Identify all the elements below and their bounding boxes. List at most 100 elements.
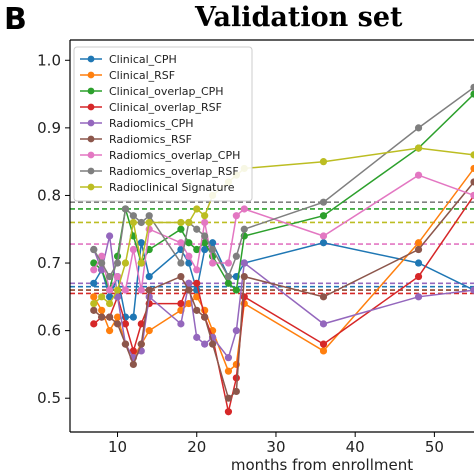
data-point-8-1	[98, 293, 106, 301]
data-point-2-11	[201, 239, 209, 247]
data-point-7-14	[232, 252, 240, 260]
data-point-1-18	[470, 164, 474, 173]
data-point-8-8	[177, 218, 185, 227]
data-point-4-16	[319, 320, 328, 328]
legend-swatch-marker-6	[87, 151, 95, 159]
data-point-1-0	[90, 293, 98, 301]
legend-entry-2: Clinical_overlap_CPH	[109, 85, 224, 98]
data-point-2-9	[185, 239, 193, 247]
data-point-5-7	[145, 286, 153, 294]
data-point-0-6	[137, 239, 145, 247]
series-group	[90, 83, 474, 416]
y-tick-label-1: 0.6	[37, 322, 61, 340]
data-point-5-8	[177, 272, 185, 281]
data-point-6-3	[113, 272, 122, 281]
axes-group: 0.5 0.6 0.7 0.8 0.9 1.0 10 20 30 40 50	[37, 39, 474, 456]
data-point-5-5	[129, 360, 137, 369]
data-point-1-10	[193, 293, 201, 301]
data-point-1-17	[414, 239, 423, 247]
data-point-6-16	[319, 232, 328, 240]
legend-entry-1: Clinical_RSF	[109, 69, 175, 82]
data-point-6-9	[185, 252, 193, 260]
data-point-3-4	[121, 320, 130, 328]
data-point-8-10	[193, 205, 201, 213]
data-point-0-11	[201, 245, 209, 254]
data-point-7-0	[90, 245, 98, 254]
legend-swatch-marker-2	[87, 87, 95, 95]
data-point-4-18	[470, 286, 474, 294]
data-point-7-5	[129, 212, 137, 220]
data-point-6-18	[470, 191, 474, 200]
data-point-1-16	[319, 347, 328, 355]
data-point-8-0	[90, 299, 98, 308]
data-point-4-2	[106, 232, 114, 240]
data-point-1-9	[185, 299, 193, 308]
data-point-4-3	[113, 293, 122, 301]
data-point-8-7	[145, 218, 153, 227]
data-point-8-16	[319, 158, 328, 166]
panel-letter: B	[4, 2, 27, 37]
data-point-7-15	[240, 225, 248, 233]
data-point-5-2	[106, 313, 114, 321]
data-point-7-6	[137, 218, 145, 227]
data-point-5-16	[319, 293, 328, 301]
data-point-3-16	[319, 340, 328, 348]
data-point-3-15	[240, 293, 248, 301]
data-point-5-0	[90, 306, 98, 314]
data-point-1-7	[145, 327, 153, 335]
data-point-4-9	[185, 279, 193, 287]
data-point-5-14	[232, 387, 240, 396]
y-tick-label-0: 0.5	[37, 389, 61, 407]
legend-swatch-marker-0	[87, 55, 95, 63]
data-point-5-15	[240, 272, 248, 281]
data-point-7-13	[224, 272, 233, 281]
data-point-7-8	[177, 259, 185, 267]
data-point-1-2	[106, 327, 114, 335]
x-tick-label-0: 10	[108, 438, 127, 456]
data-point-8-4	[121, 259, 130, 267]
data-point-2-13	[224, 279, 233, 287]
data-point-7-1	[98, 259, 106, 267]
legend-entry-0: Clinical_CPH	[109, 53, 177, 66]
data-point-4-8	[177, 320, 185, 328]
data-point-5-4	[121, 340, 130, 348]
data-point-5-13	[224, 394, 233, 402]
data-point-7-10	[193, 225, 201, 233]
data-point-5-10	[193, 306, 201, 314]
data-point-6-14	[232, 212, 240, 220]
legend: Clinical_CPH Clinical_RSF Clinical_overlap…	[73, 46, 253, 202]
data-point-6-15	[240, 205, 248, 213]
data-point-0-17	[414, 259, 423, 267]
data-point-3-0	[90, 320, 98, 328]
data-point-3-8	[177, 299, 185, 308]
data-point-0-5	[129, 313, 137, 321]
legend-entry-5: Radiomics_RSF	[109, 133, 192, 146]
data-point-1-3	[113, 313, 122, 321]
legend-box	[73, 46, 253, 202]
data-point-8-5	[129, 218, 137, 227]
data-point-6-2	[106, 286, 114, 294]
data-point-6-6	[137, 286, 145, 294]
y-tick-label-5: 1.0	[37, 51, 61, 69]
data-point-5-1	[98, 313, 106, 321]
data-point-8-9	[185, 218, 193, 227]
data-point-4-1	[98, 266, 106, 274]
data-point-6-12	[208, 259, 217, 267]
data-point-5-6	[137, 340, 145, 348]
data-point-5-12	[208, 340, 217, 348]
data-point-2-0	[90, 259, 98, 267]
data-point-0-7	[145, 272, 153, 281]
data-point-5-9	[185, 286, 193, 294]
legend-swatch-marker-4	[87, 119, 95, 127]
data-point-2-10	[193, 245, 201, 254]
data-point-3-10	[193, 279, 201, 287]
data-point-8-18	[470, 151, 474, 159]
legend-entry-3: Clinical_overlap_RSF	[109, 101, 222, 114]
data-point-0-16	[319, 239, 328, 247]
data-point-7-3	[113, 259, 122, 267]
data-point-5-18	[470, 178, 474, 186]
data-point-0-9	[185, 259, 193, 267]
data-point-2-8	[177, 225, 185, 233]
data-point-6-0	[90, 266, 98, 274]
data-point-0-12	[208, 239, 217, 247]
